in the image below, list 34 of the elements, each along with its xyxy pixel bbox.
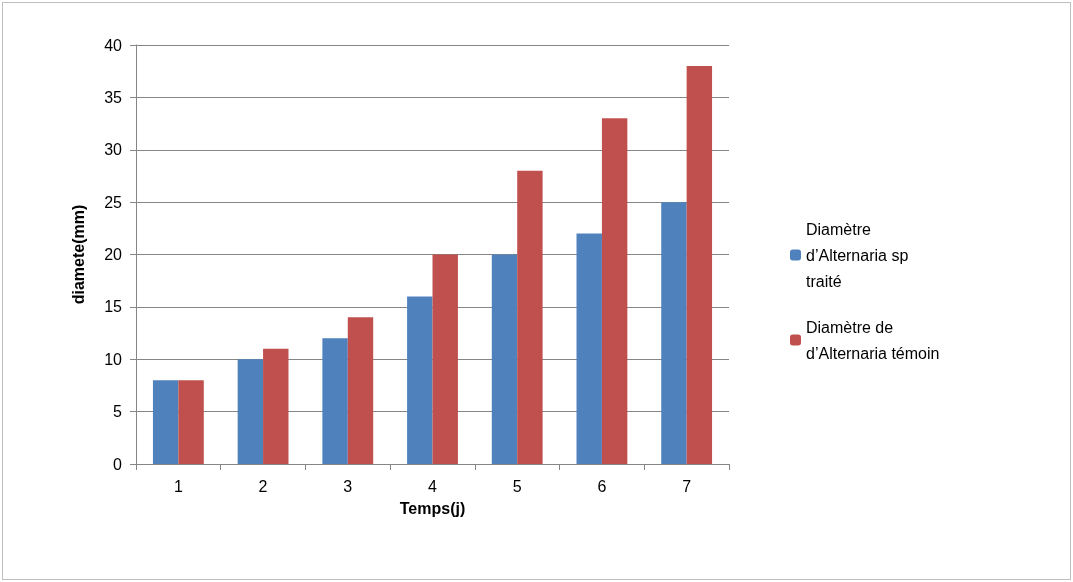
bar [322,338,348,464]
x-tick-label: 2 [258,477,268,495]
bar [178,380,204,464]
y-tick-label: 15 [104,298,123,316]
bar [237,359,264,464]
y-tick-label: 30 [104,141,123,159]
bar [152,380,179,464]
x-tick-label: 7 [682,477,692,495]
x-tick-label: 4 [428,477,438,495]
y-axis-title: diamete(mm) [69,204,87,305]
bar [601,118,628,464]
y-tick-label: 20 [104,246,123,263]
bar [576,233,602,464]
bar [661,202,687,464]
bar [347,317,374,464]
legend-label: Diamètre d’Alternaria sp traité [806,220,913,290]
y-tick-label: 10 [104,350,123,368]
bar [517,170,543,464]
bar [263,348,289,464]
y-tick-label: 5 [113,403,123,421]
x-tick-label: 1 [173,477,183,495]
y-tick-label: 35 [104,88,123,106]
bar [407,296,433,464]
legend-label: Diamètre de d’Alternaria témoin [806,318,940,362]
y-tick-label: 25 [104,193,123,211]
bar [491,254,518,464]
bar [432,254,458,464]
bar [686,65,713,464]
x-tick-label: 6 [597,477,607,495]
y-tick-label: 0 [113,455,123,473]
y-tick-label: 40 [104,36,123,54]
x-axis-title: Temps(j) [399,499,466,517]
x-tick-label: 3 [343,477,353,495]
x-tick-label: 5 [512,477,522,495]
